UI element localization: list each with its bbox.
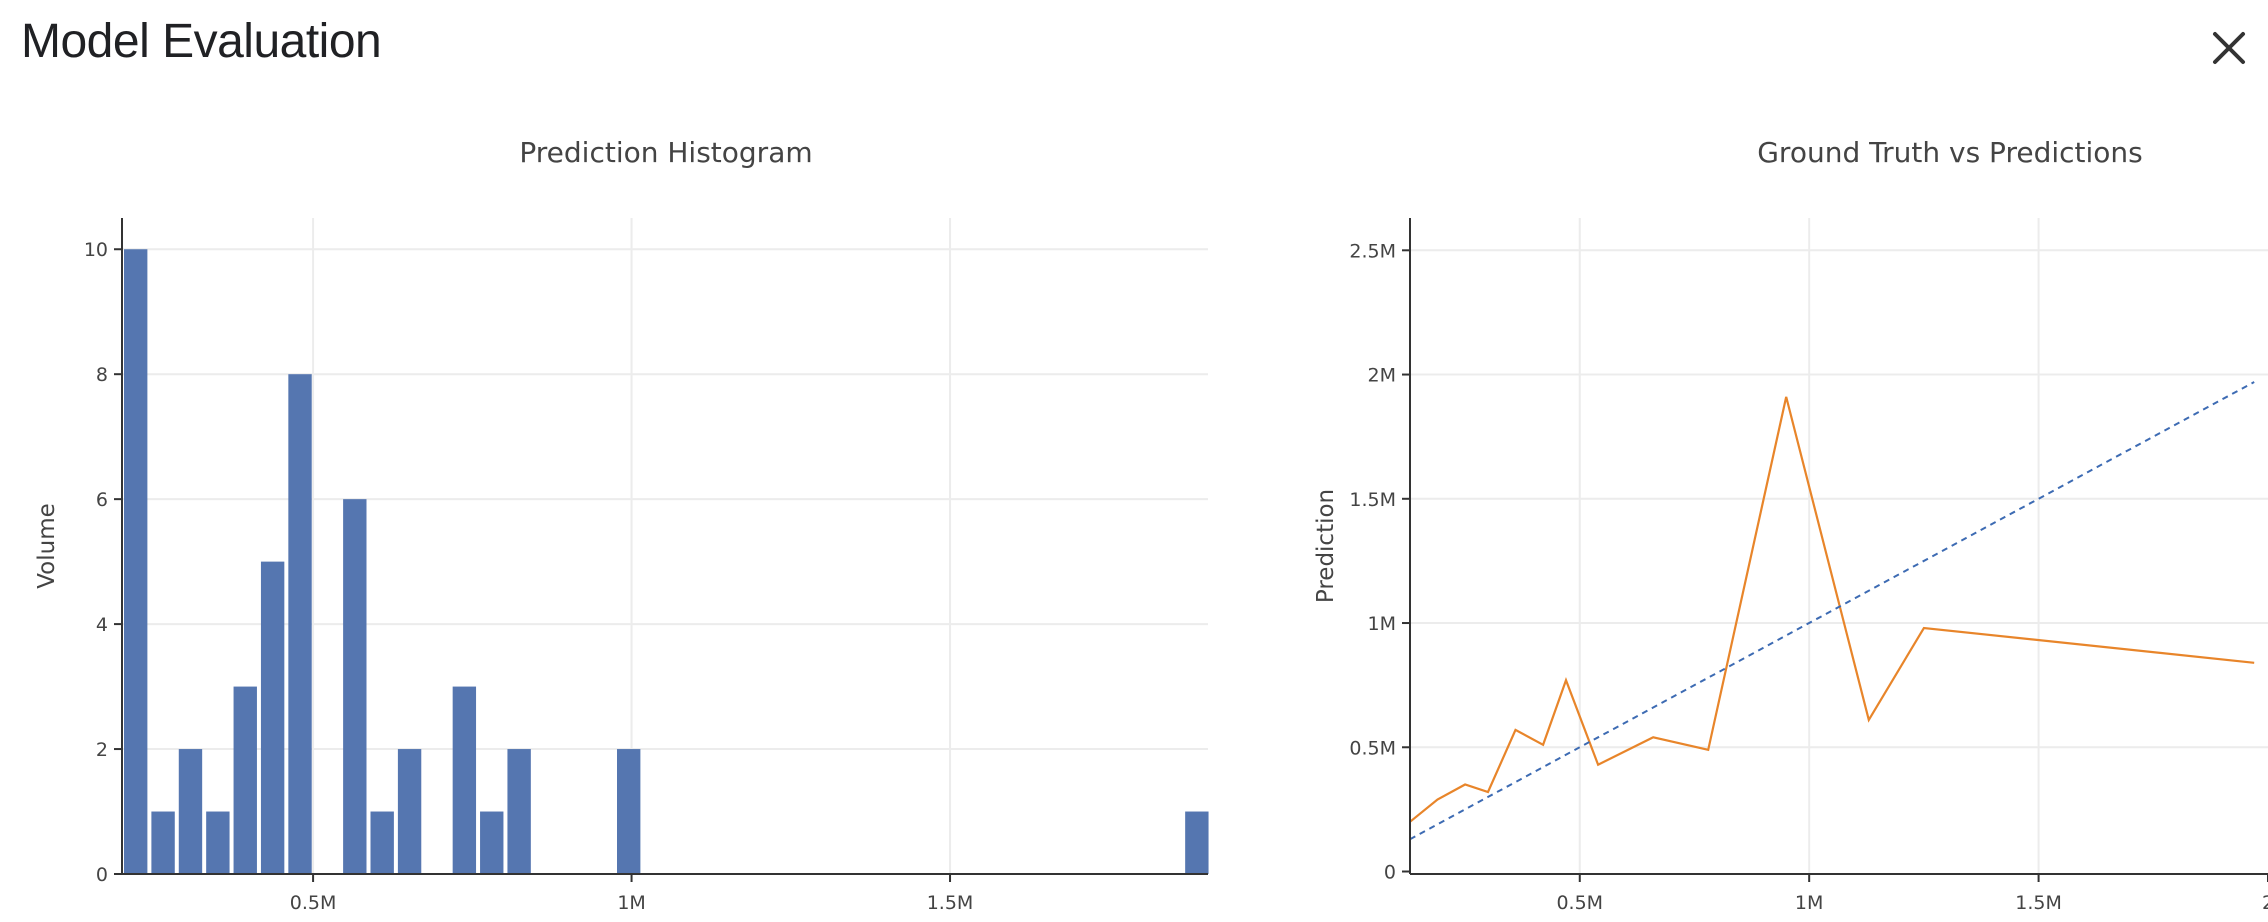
histogram-title: Prediction Histogram: [519, 136, 813, 169]
y-tick-label: 2: [96, 739, 108, 761]
histogram-bar: [1185, 811, 1209, 874]
histogram-bar: [616, 749, 641, 874]
y-tick-label: 10: [84, 239, 108, 261]
y-tick-label: 0.5M: [1349, 737, 1396, 759]
histogram-bar: [178, 749, 203, 874]
y-tick-label: 2M: [1368, 365, 1396, 387]
histogram-bar: [370, 811, 394, 874]
histogram-bar: [480, 811, 504, 874]
y-axis-label: Volume: [34, 503, 60, 589]
histogram-bar: [397, 749, 422, 874]
x-tick-label: 1M: [617, 892, 645, 914]
histogram-bar: [260, 561, 285, 874]
x-tick-label: 0.5M: [290, 892, 337, 914]
reference-line: [1409, 381, 2255, 841]
y-tick-label: 8: [96, 364, 108, 386]
y-tick-label: 2.5M: [1349, 240, 1396, 262]
x-tick-label: 1.5M: [2015, 892, 2062, 914]
histogram-bar: [288, 374, 312, 874]
x-tick-label: 2: [2262, 892, 2268, 914]
y-tick-label: 1.5M: [1349, 489, 1396, 511]
y-tick-label: 4: [96, 614, 108, 636]
y-tick-label: 0: [1384, 862, 1396, 884]
y-axis-label: Prediction: [1313, 489, 1339, 603]
histogram-bar: [507, 749, 531, 874]
histogram-bar: [124, 249, 148, 874]
y-tick-label: 1M: [1368, 613, 1396, 635]
histogram-bar: [452, 686, 477, 874]
y-tick-label: 0: [96, 864, 108, 886]
histogram-bar: [151, 811, 175, 874]
x-tick-label: 1M: [1795, 892, 1823, 914]
page-title: Model Evaluation: [21, 15, 382, 68]
histogram-bar: [233, 686, 257, 874]
x-tick-label: 1.5M: [927, 892, 974, 914]
x-tick-label: 0.5M: [1556, 892, 1603, 914]
histogram-bar: [343, 499, 367, 874]
prediction-histogram-chart: 0 2 4 6 8 10 0.5M 1M 1.5M Volume: [34, 218, 1209, 914]
close-icon[interactable]: [2205, 24, 2253, 72]
scatter-title: Ground Truth vs Predictions: [1757, 136, 2143, 169]
y-tick-label: 6: [96, 489, 108, 511]
histogram-bar: [206, 811, 230, 874]
prediction-line: [1409, 396, 2255, 823]
